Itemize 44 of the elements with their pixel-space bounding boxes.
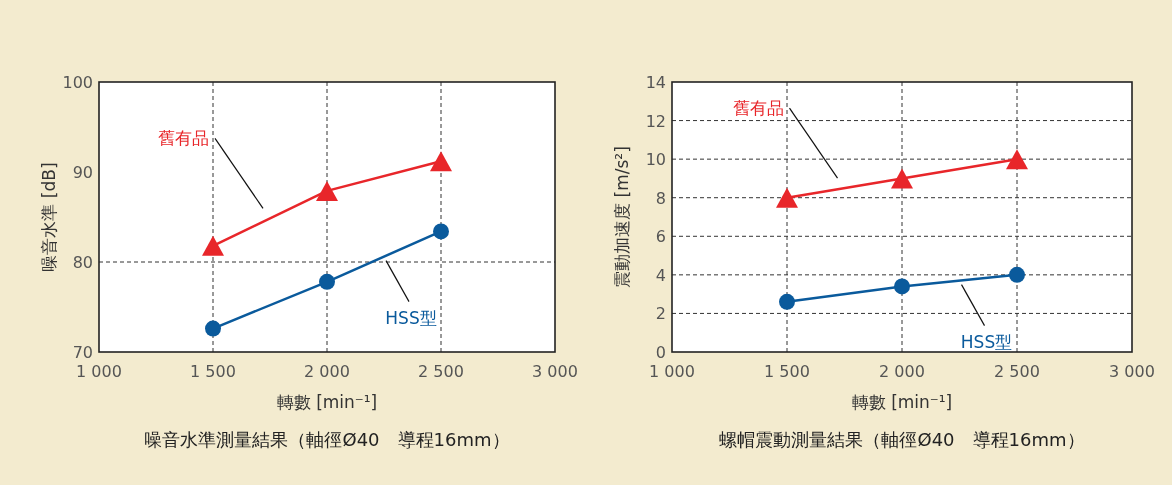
- point: [776, 187, 798, 208]
- text: 噪音水準測量結果（軸徑Ø40 導程16mm）: [144, 429, 510, 450]
- y-tick-label: 10: [645, 150, 666, 170]
- y-tick-label: 6: [655, 227, 666, 247]
- y-tick-label: 14: [645, 73, 666, 92]
- x-tick-label: 2 500: [994, 362, 1040, 381]
- point: [316, 180, 338, 201]
- point: [202, 235, 224, 256]
- x-tick-label: 3 000: [1109, 362, 1155, 381]
- text: 螺帽震動測量結果（軸徑Ø40 導程16mm）: [719, 429, 1085, 450]
- text: HSS型: [960, 331, 1013, 352]
- x-tick-label: 3 000: [532, 362, 578, 381]
- y-tick-label: 0: [655, 343, 666, 362]
- y-axis-title: 噪音水準 [dB]: [39, 162, 59, 272]
- point: [319, 273, 335, 290]
- x-tick-label: 2 000: [304, 362, 350, 381]
- y-axis-title: 震動加速度 [m/s²]: [612, 146, 632, 288]
- x-tick-label: 1 000: [76, 362, 122, 381]
- x-tick-label: 2 500: [418, 362, 464, 381]
- y-tick-label: 70: [72, 343, 93, 362]
- y-tick-label: 4: [655, 265, 666, 285]
- y-tick-label: 90: [72, 163, 93, 182]
- point: [891, 168, 913, 189]
- y-tick-label: 8: [655, 188, 666, 208]
- point: [894, 278, 910, 295]
- y-tick-label: 80: [72, 253, 93, 272]
- x-axis-title: 轉數 [min⁻¹]: [851, 392, 953, 412]
- point: [433, 223, 449, 240]
- x-tick-label: 1 500: [764, 362, 810, 381]
- x-axis-title: 轉數 [min⁻¹]: [276, 392, 378, 412]
- y-tick-label: 2: [655, 304, 666, 324]
- y-tick-label: 12: [645, 111, 666, 131]
- x-tick-label: 1 500: [190, 362, 236, 381]
- x-tick-label: 1 000: [649, 362, 695, 381]
- point: [1006, 149, 1028, 170]
- x-tick-label: 2 000: [879, 362, 925, 381]
- text: 舊有品: [732, 98, 784, 119]
- text: HSS型: [385, 307, 437, 328]
- point: [779, 293, 795, 310]
- point: [1009, 266, 1025, 283]
- text: 舊有品: [158, 128, 209, 149]
- y-tick-label: 100: [62, 73, 93, 92]
- point: [205, 320, 221, 337]
- point: [430, 151, 452, 172]
